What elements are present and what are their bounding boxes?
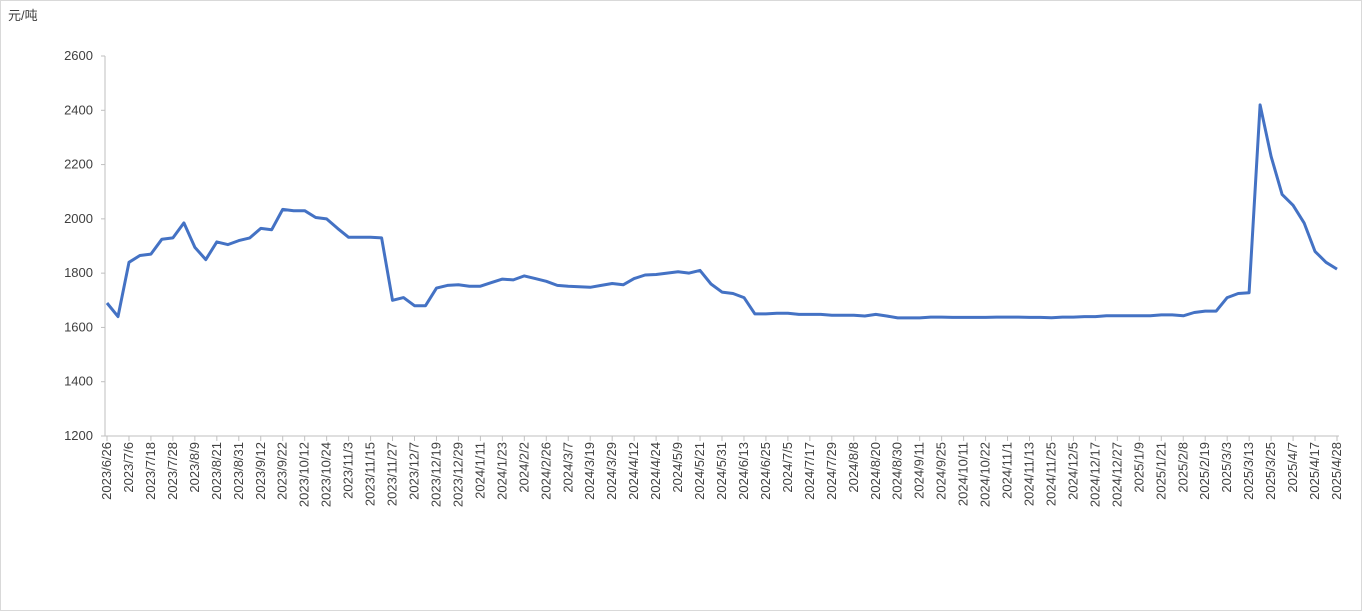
x-tick-label: 2024/8/20 xyxy=(868,442,883,500)
x-tick-label: 2023/9/22 xyxy=(275,442,290,500)
x-tick-label: 2025/4/17 xyxy=(1307,442,1322,500)
x-tick-label: 2023/12/7 xyxy=(407,442,422,500)
x-tick-label: 2024/10/22 xyxy=(978,442,993,507)
x-tick-label: 2023/12/19 xyxy=(428,442,443,507)
x-tick-label: 2025/2/19 xyxy=(1197,442,1212,500)
x-tick-label: 2024/8/30 xyxy=(890,442,905,500)
x-tick-label: 2024/4/24 xyxy=(648,442,663,500)
x-tick-label: 2025/3/3 xyxy=(1219,442,1234,493)
y-axis-unit: 元/吨 xyxy=(8,8,38,23)
x-tick-label: 2024/2/26 xyxy=(538,442,553,500)
x-tick-label: 2023/8/31 xyxy=(231,442,246,500)
x-tick-label: 2023/9/12 xyxy=(253,442,268,500)
y-tick-label: 2600 xyxy=(64,48,93,63)
x-tick-label: 2023/11/15 xyxy=(363,442,378,506)
x-tick-label: 2024/11/1 xyxy=(1000,442,1015,499)
x-tick-label: 2025/4/28 xyxy=(1329,442,1344,500)
y-tick-label: 2400 xyxy=(64,102,93,117)
x-tick-label: 2024/9/25 xyxy=(934,442,949,500)
x-tick-label: 2024/11/25 xyxy=(1043,442,1058,506)
x-tick-label: 2025/1/9 xyxy=(1131,442,1146,493)
y-tick-label: 1600 xyxy=(64,319,93,334)
x-tick-label: 2023/11/3 xyxy=(341,442,356,499)
y-tick-label: 1800 xyxy=(64,265,93,280)
x-tick-label: 2025/4/7 xyxy=(1285,442,1300,493)
x-tick-label: 2023/8/21 xyxy=(209,442,224,500)
x-tick-label: 2024/1/11 xyxy=(472,442,487,499)
series-line xyxy=(105,103,1338,320)
x-tick-label: 2024/5/21 xyxy=(692,442,707,500)
x-tick-label: 2024/12/5 xyxy=(1065,442,1080,500)
x-tick-label: 2024/12/27 xyxy=(1109,442,1124,507)
x-tick-label: 2024/10/11 xyxy=(956,442,971,506)
x-tick-label: 2024/12/17 xyxy=(1087,442,1102,507)
x-tick-label: 2024/6/13 xyxy=(736,442,751,500)
x-tick-label: 2023/7/18 xyxy=(143,442,158,500)
x-tick-label: 2024/5/9 xyxy=(670,442,685,493)
x-tick-label: 2024/7/5 xyxy=(780,442,795,493)
x-tick-label: 2023/8/9 xyxy=(187,442,202,493)
x-tick-label: 2023/11/27 xyxy=(385,442,400,506)
y-tick-label: 2000 xyxy=(64,211,93,226)
x-tick-label: 2023/7/28 xyxy=(165,442,180,500)
x-tick-label: 2024/6/25 xyxy=(758,442,773,500)
x-tick-label: 2024/11/13 xyxy=(1022,442,1037,506)
x-tick-label: 2023/10/24 xyxy=(319,442,334,507)
y-tick-label: 1200 xyxy=(64,428,93,443)
x-tick-label: 2025/3/25 xyxy=(1263,442,1278,500)
x-tick-label: 2024/1/23 xyxy=(494,442,509,500)
x-tick-label: 2024/8/8 xyxy=(846,442,861,493)
x-tick-label: 2024/3/19 xyxy=(582,442,597,500)
y-tick-label: 1400 xyxy=(64,374,93,389)
x-tick-label: 2024/3/7 xyxy=(560,442,575,493)
x-tick-label: 2023/10/12 xyxy=(297,442,312,507)
x-tick-label: 2023/12/29 xyxy=(450,442,465,507)
x-tick-label: 2025/3/13 xyxy=(1241,442,1256,500)
x-tick-label: 2025/2/8 xyxy=(1175,442,1190,493)
x-tick-label: 2024/3/29 xyxy=(604,442,619,500)
x-tick-label: 2024/9/11 xyxy=(912,442,927,499)
y-tick-label: 2200 xyxy=(64,157,93,172)
x-tick-label: 2024/7/17 xyxy=(802,442,817,500)
x-tick-label: 2024/4/12 xyxy=(626,442,641,500)
x-tick-label: 2024/5/31 xyxy=(714,442,729,500)
x-tick-label: 2023/6/26 xyxy=(99,442,114,500)
x-tick-label: 2024/7/29 xyxy=(824,442,839,500)
x-tick-label: 2025/1/21 xyxy=(1153,442,1168,500)
x-tick-label: 2023/7/6 xyxy=(121,442,136,493)
x-tick-label: 2024/2/2 xyxy=(516,442,531,493)
